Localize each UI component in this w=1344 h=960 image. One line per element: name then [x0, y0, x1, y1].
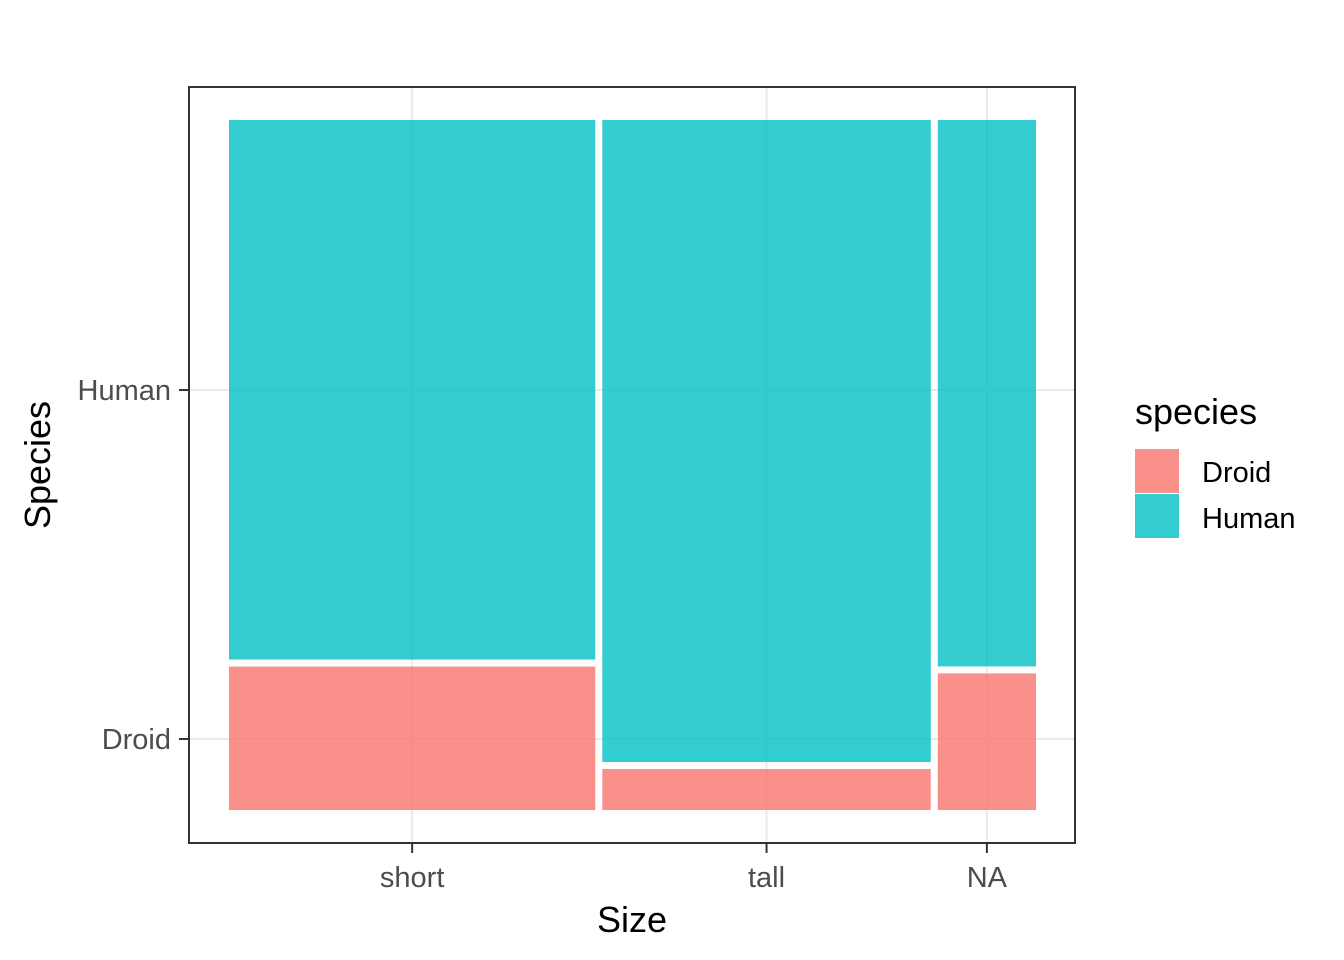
x-tick-label-tall: tall — [748, 862, 785, 894]
legend-key-human — [1135, 494, 1179, 538]
panel-border — [188, 86, 1076, 844]
tile-human-tall — [602, 120, 931, 763]
legend-label-droid: Droid — [1202, 457, 1271, 489]
tile-droid-tall — [602, 769, 931, 810]
x-axis-title: Size — [597, 899, 667, 940]
y-axis: Droid Human — [78, 375, 189, 756]
tile-human-na — [937, 120, 1036, 667]
legend-title: species — [1135, 391, 1257, 432]
y-tick-label-droid: Droid — [102, 724, 171, 756]
x-axis: short tall NA — [380, 843, 1008, 894]
legend: species Droid Human — [1135, 391, 1296, 538]
x-tick-label-na: NA — [967, 862, 1008, 894]
x-tick-label-short: short — [380, 862, 444, 894]
tile-droid-short — [229, 666, 596, 810]
tile-droid-na — [937, 673, 1036, 810]
tile-human-short — [229, 120, 596, 660]
legend-label-human: Human — [1202, 503, 1296, 535]
y-tick-label-human: Human — [78, 375, 172, 407]
legend-key-droid — [1135, 449, 1179, 493]
mosaic-tiles — [229, 120, 1036, 810]
y-axis-title: Species — [17, 401, 58, 529]
